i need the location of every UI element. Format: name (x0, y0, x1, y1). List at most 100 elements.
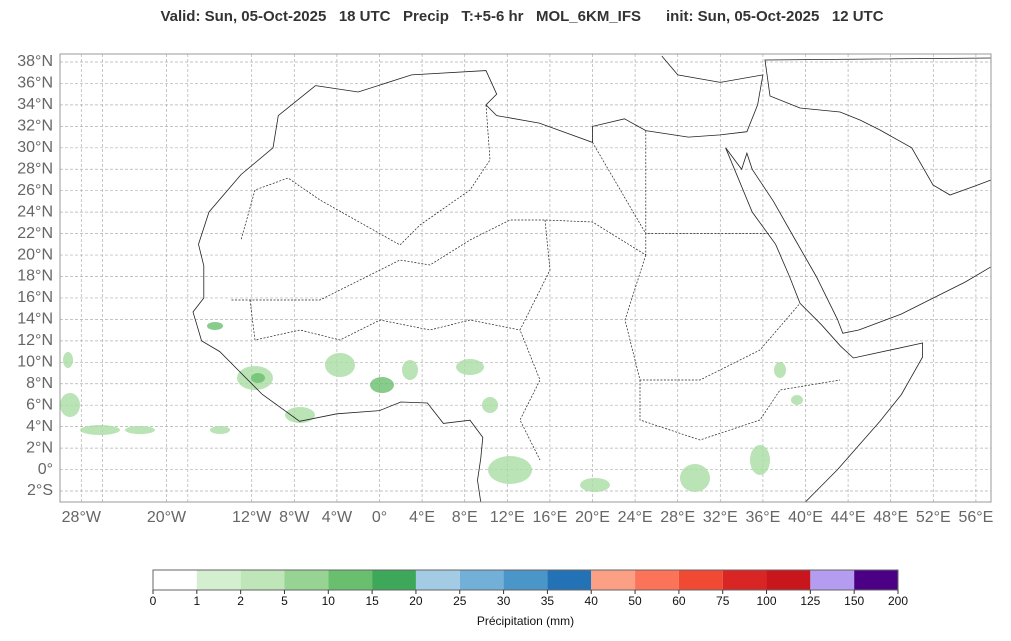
colorbar-tick-label: 2 (237, 594, 244, 608)
colorbar-bin (547, 570, 592, 590)
lon-label: 8°W (279, 509, 310, 526)
colorbar-tick-label: 5 (281, 594, 288, 608)
lon-label: 36°E (745, 509, 780, 526)
lat-label: 34°N (17, 96, 53, 113)
lon-label: 28°W (62, 509, 102, 526)
lon-label: 32°E (703, 509, 738, 526)
rain-area (580, 478, 610, 492)
lon-label: 20°E (575, 509, 610, 526)
rain-area (207, 322, 223, 330)
map-frame (59, 53, 992, 503)
rain-area (488, 456, 532, 484)
lon-label: 44°E (831, 509, 866, 526)
colorbar-bin (196, 570, 241, 590)
colorbar-bin (415, 570, 460, 590)
colorbar-bin (591, 570, 636, 590)
colorbar-bin (372, 570, 416, 590)
colorbar-bin (328, 570, 373, 590)
lat-label: 16°N (17, 289, 53, 306)
border (249, 299, 521, 341)
coastlines (192, 55, 992, 502)
lat-label: 10°N (17, 354, 53, 371)
lat-label: 30°N (17, 139, 53, 156)
precip (60, 322, 803, 492)
lon-label: 4°W (322, 509, 353, 526)
lat-label: 26°N (17, 182, 53, 199)
rain-area (80, 425, 120, 435)
colorbar-bin (635, 570, 679, 590)
lon-label: 24°E (618, 509, 653, 526)
lon-label: 12°E (490, 509, 525, 526)
rain-area (774, 362, 786, 378)
rain-area (370, 377, 394, 393)
colorbar-bin (678, 570, 723, 590)
colorbar-label: Précipitation (mm) (477, 614, 574, 628)
colorbar-tick-label: 40 (585, 594, 599, 608)
border (639, 379, 841, 441)
lat-label: 20°N (17, 246, 53, 263)
rain-area (60, 393, 80, 417)
coastline (725, 147, 992, 334)
lat-label: 4°N (26, 418, 53, 435)
rain-area (482, 397, 498, 413)
lon-label: 4°E (409, 509, 435, 526)
coastline (315, 55, 764, 143)
colorbar-tick-label: 75 (716, 594, 730, 608)
coastline (192, 85, 484, 502)
rain-area (791, 395, 803, 405)
lat-label: 0° (38, 461, 53, 478)
colorbar-tick-label: 15 (365, 594, 379, 608)
lon-label: 52°E (916, 509, 951, 526)
lat-label: 24°N (17, 203, 53, 220)
lat-label: 6°N (26, 396, 53, 413)
rain-area (125, 426, 155, 434)
colorbar-frame (152, 569, 899, 591)
colorbar-bin (722, 570, 767, 590)
colorbar-tick-label: 50 (628, 594, 642, 608)
rain-area (402, 360, 418, 380)
rain-area (456, 359, 484, 375)
lat-label: 2°N (26, 439, 53, 456)
lat-label: 38°N (17, 53, 53, 70)
lon-label: 8°E (452, 509, 478, 526)
colorbar-tick-label: 100 (757, 594, 777, 608)
colorbar-tick-label: 25 (453, 594, 467, 608)
lat-label: 2°S (27, 482, 53, 499)
colorbar-bin (810, 570, 855, 590)
lon-label: 28°E (660, 509, 695, 526)
lon-label: 48°E (873, 509, 908, 526)
border (645, 130, 774, 234)
lat-label: 12°N (17, 332, 53, 349)
lon-label: 12°W (232, 509, 272, 526)
colorbar-tick-label: 60 (672, 594, 686, 608)
rain-area (63, 352, 73, 368)
lon-label: 0° (372, 509, 387, 526)
lon-label: 16°E (532, 509, 567, 526)
lat-label: 28°N (17, 160, 53, 177)
colorbar-bin (854, 570, 898, 590)
lat-label: 18°N (17, 268, 53, 285)
lon-label: 20°W (147, 509, 187, 526)
colorbar-tick-label: 30 (497, 594, 511, 608)
grid (60, 54, 991, 502)
colorbar-bin (503, 570, 548, 590)
coastline (764, 57, 992, 196)
title: Valid: Sun, 05-Oct-2025 18 UTC Precip T:… (160, 8, 883, 25)
rain-area (210, 426, 230, 434)
rain-area (680, 464, 710, 492)
colorbar-bin (153, 570, 197, 590)
lat-label: 36°N (17, 75, 53, 92)
lon-label: 40°E (788, 509, 823, 526)
lat-label: 22°N (17, 225, 53, 242)
rain-area (251, 373, 265, 383)
rain-area (285, 407, 315, 423)
colorbar-tick-label: 10 (322, 594, 336, 608)
lon-label: 56°E (958, 509, 993, 526)
border (624, 254, 801, 381)
colorbar-bin (284, 570, 329, 590)
border (519, 219, 551, 461)
colorbar-bin (240, 570, 285, 590)
colorbar-tick-label: 200 (888, 594, 908, 608)
borders (230, 104, 841, 461)
